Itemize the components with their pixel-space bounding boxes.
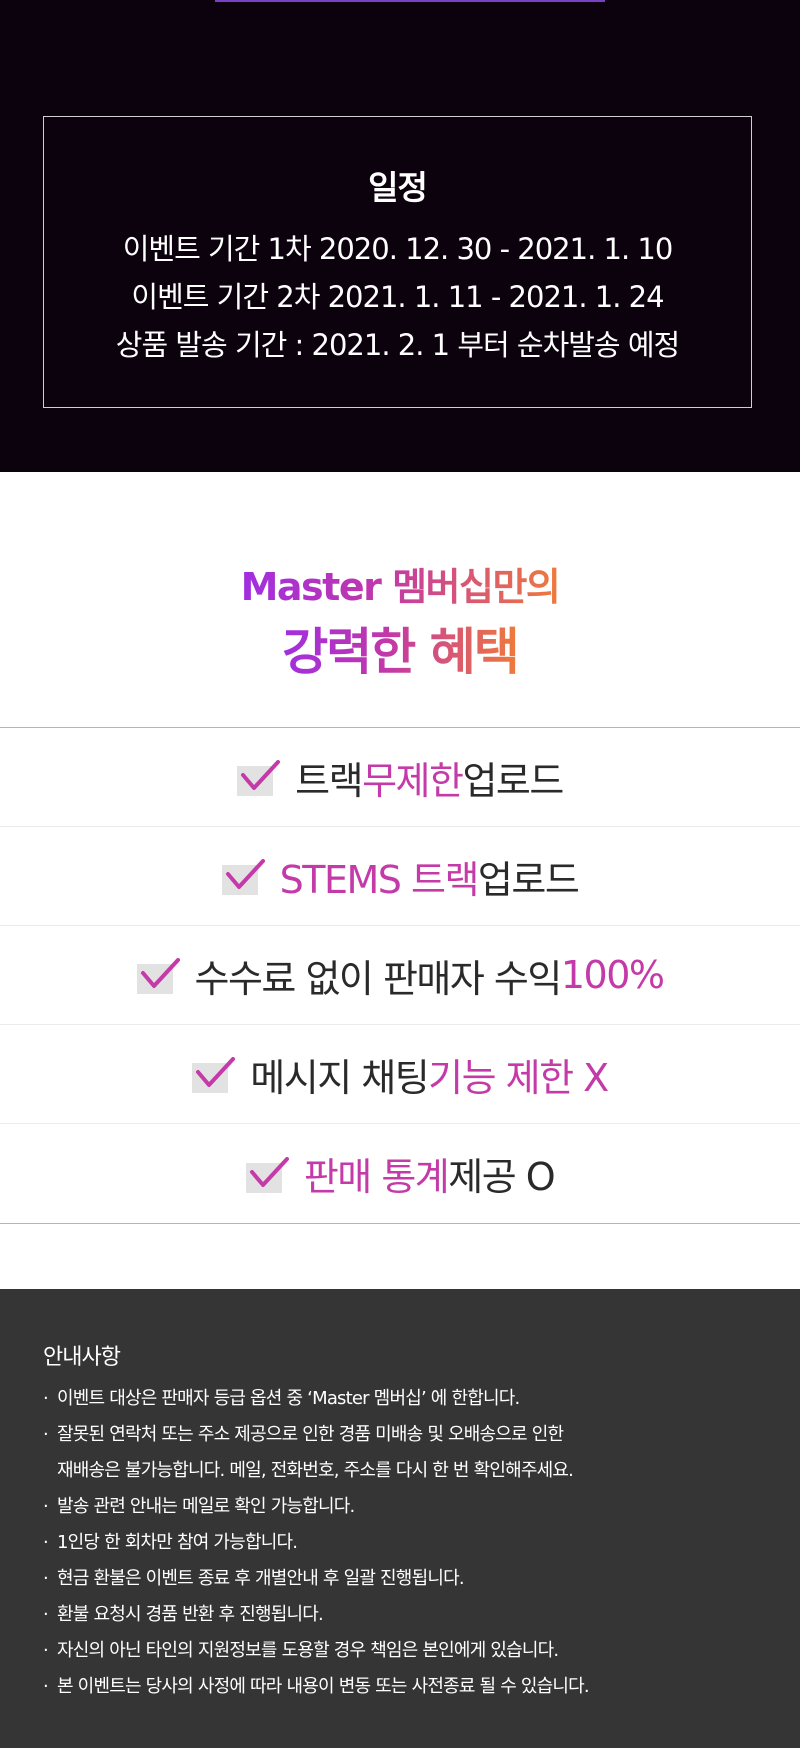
benefit-text-suffix: 제공 O	[448, 1155, 555, 1199]
benefit-text-highlight: 100%	[560, 953, 665, 997]
section-spacer	[0, 1224, 800, 1289]
benefit-text-highlight: 기능 제한 X	[428, 1055, 609, 1100]
notice-item: 자신의 아닌 타인의 지원정보를 도용할 경우 책임은 본인에게 있습니다.	[43, 1633, 589, 1669]
check-icon	[136, 956, 183, 994]
benefit-list: 트랙 무제한 업로드 STEMS 트랙 업로드 수수료 없이 판매자 수익 10…	[0, 727, 800, 1224]
notice-item: 발송 관련 안내는 메일로 확인 가능합니다.	[43, 1489, 589, 1525]
benefit-row-chat: 메시지 채팅 기능 제한 X	[0, 1025, 800, 1124]
top-accent-line	[215, 0, 605, 2]
benefit-row-stems-upload: STEMS 트랙 업로드	[0, 827, 800, 926]
notice-item: 이벤트 대상은 판매자 등급 옵션 중 ‘Master 멤버십’ 에 한합니다.	[43, 1381, 589, 1417]
schedule-line-3: 상품 발송 기간 : 2021. 2. 1 부터 순차발송 예정	[115, 328, 680, 362]
benefit-row-unlimited-upload: 트랙 무제한 업로드	[0, 728, 800, 827]
benefit-text-highlight: 무제한	[362, 758, 464, 803]
notice-item: 환불 요청시 경품 반환 후 진행됩니다.	[43, 1597, 589, 1633]
notice-section: 안내사항 이벤트 대상은 판매자 등급 옵션 중 ‘Master 멤버십’ 에 …	[0, 1289, 800, 1748]
benefit-heading: Master 멤버십만의 강력한 혜택	[0, 472, 800, 727]
benefit-heading-line2: 강력한 혜택	[0, 612, 800, 684]
benefit-row-stats: 판매 통계 제공 O	[0, 1124, 800, 1223]
check-icon	[245, 1155, 292, 1193]
schedule-line-1: 이벤트 기간 1차 2020. 12. 30 - 2021. 1. 10	[122, 232, 674, 266]
schedule-line-2: 이벤트 기간 2차 2021. 1. 11 - 2021. 1. 24	[131, 280, 664, 314]
schedule-box: 일정 이벤트 기간 1차 2020. 12. 30 - 2021. 1. 10 …	[43, 116, 752, 408]
benefit-text-plain: 메시지 채팅	[250, 1055, 429, 1100]
benefit-row-no-fee: 수수료 없이 판매자 수익 100%	[0, 926, 800, 1025]
notice-item: 본 이벤트는 당사의 사정에 따라 내용이 변동 또는 사전종료 될 수 있습니…	[43, 1669, 590, 1705]
benefit-text-suffix: 업로드	[462, 758, 564, 803]
notice-item: 현금 환불은 이벤트 종료 후 개별안내 후 일괄 진행됩니다.	[43, 1561, 589, 1597]
notice-list: 이벤트 대상은 판매자 등급 옵션 중 ‘Master 멤버십’ 에 한합니다.…	[43, 1381, 590, 1705]
benefit-text-highlight: STEMS 트랙	[279, 857, 480, 902]
benefit-text-suffix: 업로드	[477, 857, 580, 902]
benefit-heading-line2-text: 강력한 혜택	[282, 623, 519, 681]
benefit-heading-line1: Master 멤버십만의	[0, 556, 800, 611]
benefit-text-highlight: 판매 통계	[303, 1155, 450, 1199]
notice-item: 1인당 한 회차만 참여 가능합니다.	[43, 1525, 589, 1561]
check-icon	[192, 1055, 238, 1093]
schedule-lines: 이벤트 기간 1차 2020. 12. 30 - 2021. 1. 10 이벤트…	[44, 225, 751, 369]
notice-item: 잘못된 연락처 또는 주소 제공으로 인한 경품 미배송 및 오배송으로 인한	[43, 1417, 589, 1453]
notice-item-continued: 재배송은 불가능합니다. 메일, 전화번호, 주소를 다시 한 번 확인해주세요…	[57, 1460, 574, 1481]
notice-title: 안내사항	[43, 1345, 121, 1370]
schedule-section: 일정 이벤트 기간 1차 2020. 12. 30 - 2021. 1. 10 …	[0, 0, 800, 472]
benefit-heading-line1-text: Master 멤버십만의	[240, 565, 561, 609]
check-icon	[221, 857, 268, 895]
benefit-text-plain: 트랙	[295, 758, 363, 803]
benefit-text-plain: 수수료 없이 판매자 수익	[194, 956, 563, 1001]
schedule-title: 일정	[368, 168, 428, 207]
check-icon	[237, 758, 283, 796]
